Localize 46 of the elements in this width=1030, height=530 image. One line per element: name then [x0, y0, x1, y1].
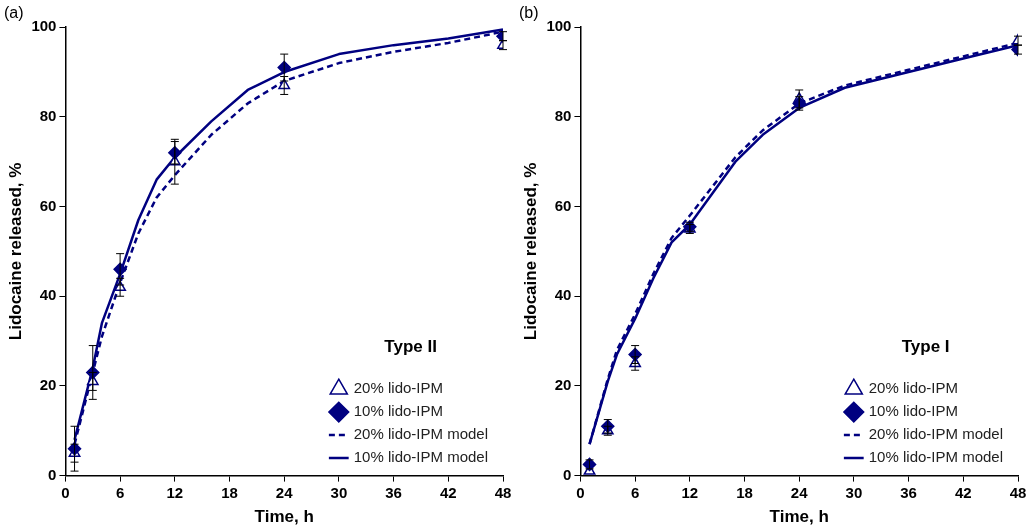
x-tick-label: 30	[845, 483, 863, 501]
legend-title: Type I	[901, 337, 950, 357]
x-tick-label: 42	[439, 483, 457, 501]
chart-title: (a)	[4, 4, 24, 22]
y-tick-label: 100	[546, 17, 572, 35]
x-tick-label: 30	[330, 483, 348, 501]
x-tick-label: 36	[385, 483, 402, 501]
legend-label: 20% lido-IPM	[868, 379, 958, 397]
x-tick-label: 24	[790, 483, 809, 501]
x-tick-label: 48	[494, 483, 512, 501]
legend-label: 20% lido-IPM model	[868, 425, 1004, 443]
y-tick-label: 0	[563, 465, 572, 483]
y-axis-title: Lidocaine released, %	[5, 162, 25, 341]
x-axis-title: Time, h	[254, 507, 314, 527]
legend-label: 10% lido-IPM	[353, 402, 443, 420]
x-tick-label: 0	[576, 483, 585, 501]
y-tick-label: 40	[554, 286, 572, 304]
x-tick-label: 42	[954, 483, 972, 501]
y-tick-label: 40	[39, 286, 57, 304]
legend-title: Type II	[384, 337, 437, 357]
y-tick-label: 20	[554, 376, 572, 394]
legend-label: 20% lido-IPM model	[353, 425, 489, 443]
x-tick-label: 12	[166, 483, 184, 501]
x-tick-label: 24	[275, 483, 294, 501]
x-tick-label: 0	[61, 483, 70, 501]
legend-label: 10% lido-IPM model	[868, 448, 1004, 466]
legend-label: 20% lido-IPM	[353, 379, 443, 397]
y-tick-label: 0	[48, 465, 57, 483]
x-tick-label: 48	[1009, 483, 1027, 501]
x-tick-label: 6	[115, 483, 125, 501]
legend-label: 10% lido-IPM	[868, 402, 958, 420]
x-tick-label: 6	[630, 483, 640, 501]
y-tick-label: 80	[39, 107, 57, 125]
y-tick-label: 60	[554, 196, 572, 214]
y-axis-title: Lidocaine released, %	[520, 162, 540, 341]
x-tick-label: 18	[221, 483, 238, 501]
y-tick-label: 60	[39, 196, 57, 214]
x-tick-label: 18	[736, 483, 753, 501]
legend-label: 10% lido-IPM model	[353, 448, 489, 466]
x-tick-label: 12	[681, 483, 699, 501]
chart-title: (b)	[519, 4, 539, 22]
y-tick-label: 80	[554, 107, 572, 125]
x-axis-title: Time, h	[769, 507, 829, 527]
y-tick-label: 20	[39, 376, 57, 394]
x-tick-label: 36	[900, 483, 917, 501]
y-tick-label: 100	[31, 17, 57, 35]
